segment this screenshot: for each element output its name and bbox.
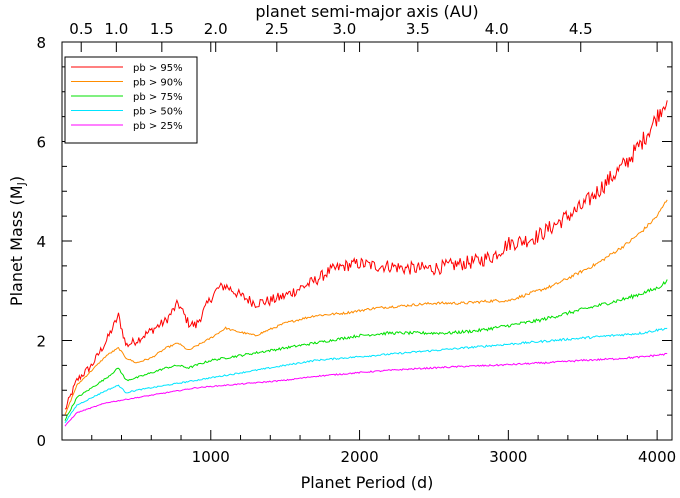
top-axis-tick-label: 2.5 <box>265 20 289 38</box>
top-axis-tick-label: 4.0 <box>485 20 509 38</box>
legend-label: pb > 75% <box>133 92 183 103</box>
series-line-4 <box>64 327 668 424</box>
top-axis-tick-label: 0.5 <box>69 20 93 38</box>
y-axis-title: Planet Mass (MJ) <box>7 176 28 306</box>
series-line-2 <box>64 199 668 415</box>
top-axis-tick-label: 4.5 <box>569 20 593 38</box>
y-axis-title-main: Planet Mass (M <box>7 185 26 306</box>
legend-label: pb > 50% <box>133 107 183 118</box>
y-tick-label: 0 <box>36 432 46 450</box>
y-tick-label: 2 <box>36 333 46 351</box>
legend-box <box>64 56 198 144</box>
y-tick-label: 8 <box>36 34 46 52</box>
y-tick-label: 6 <box>36 134 46 152</box>
series-line-3 <box>64 279 668 421</box>
ticks-layer: 1000 2000 3000 4000 0 2 4 6 8 0.5 1.0 1.5 2.0 2.5 3.0 3… <box>36 20 676 466</box>
x-tick-label: 3000 <box>489 448 527 466</box>
y-tick-label: 4 <box>36 233 46 251</box>
series-layer <box>64 100 668 427</box>
top-axis-tick-label: 3.0 <box>332 20 356 38</box>
series-line-1 <box>64 100 668 410</box>
top-axis-tick-label: 1.0 <box>104 20 128 38</box>
y-axis-title-subscript: J <box>15 182 28 186</box>
top-axis-tick-label: 2.0 <box>204 20 228 38</box>
legend-label: pb > 90% <box>133 78 183 89</box>
x-axis-title: Planet Period (d) <box>301 473 434 492</box>
top-axis-tick-label: 3.5 <box>406 20 430 38</box>
legend-label: pb > 95% <box>133 63 183 74</box>
top-axis-title: planet semi-major axis (AU) <box>255 2 478 21</box>
legend-label: pb > 25% <box>133 121 183 132</box>
x-tick-label: 2000 <box>340 448 378 466</box>
y-axis-title-close: ) <box>7 176 26 182</box>
series-line-5 <box>64 352 668 427</box>
legend: pb > 95% pb > 90% pb > 75% pb > 50% pb > 25% <box>64 56 198 144</box>
x-tick-label: 1000 <box>192 448 230 466</box>
top-axis-tick-label: 1.5 <box>150 20 174 38</box>
x-tick-label: 4000 <box>638 448 676 466</box>
